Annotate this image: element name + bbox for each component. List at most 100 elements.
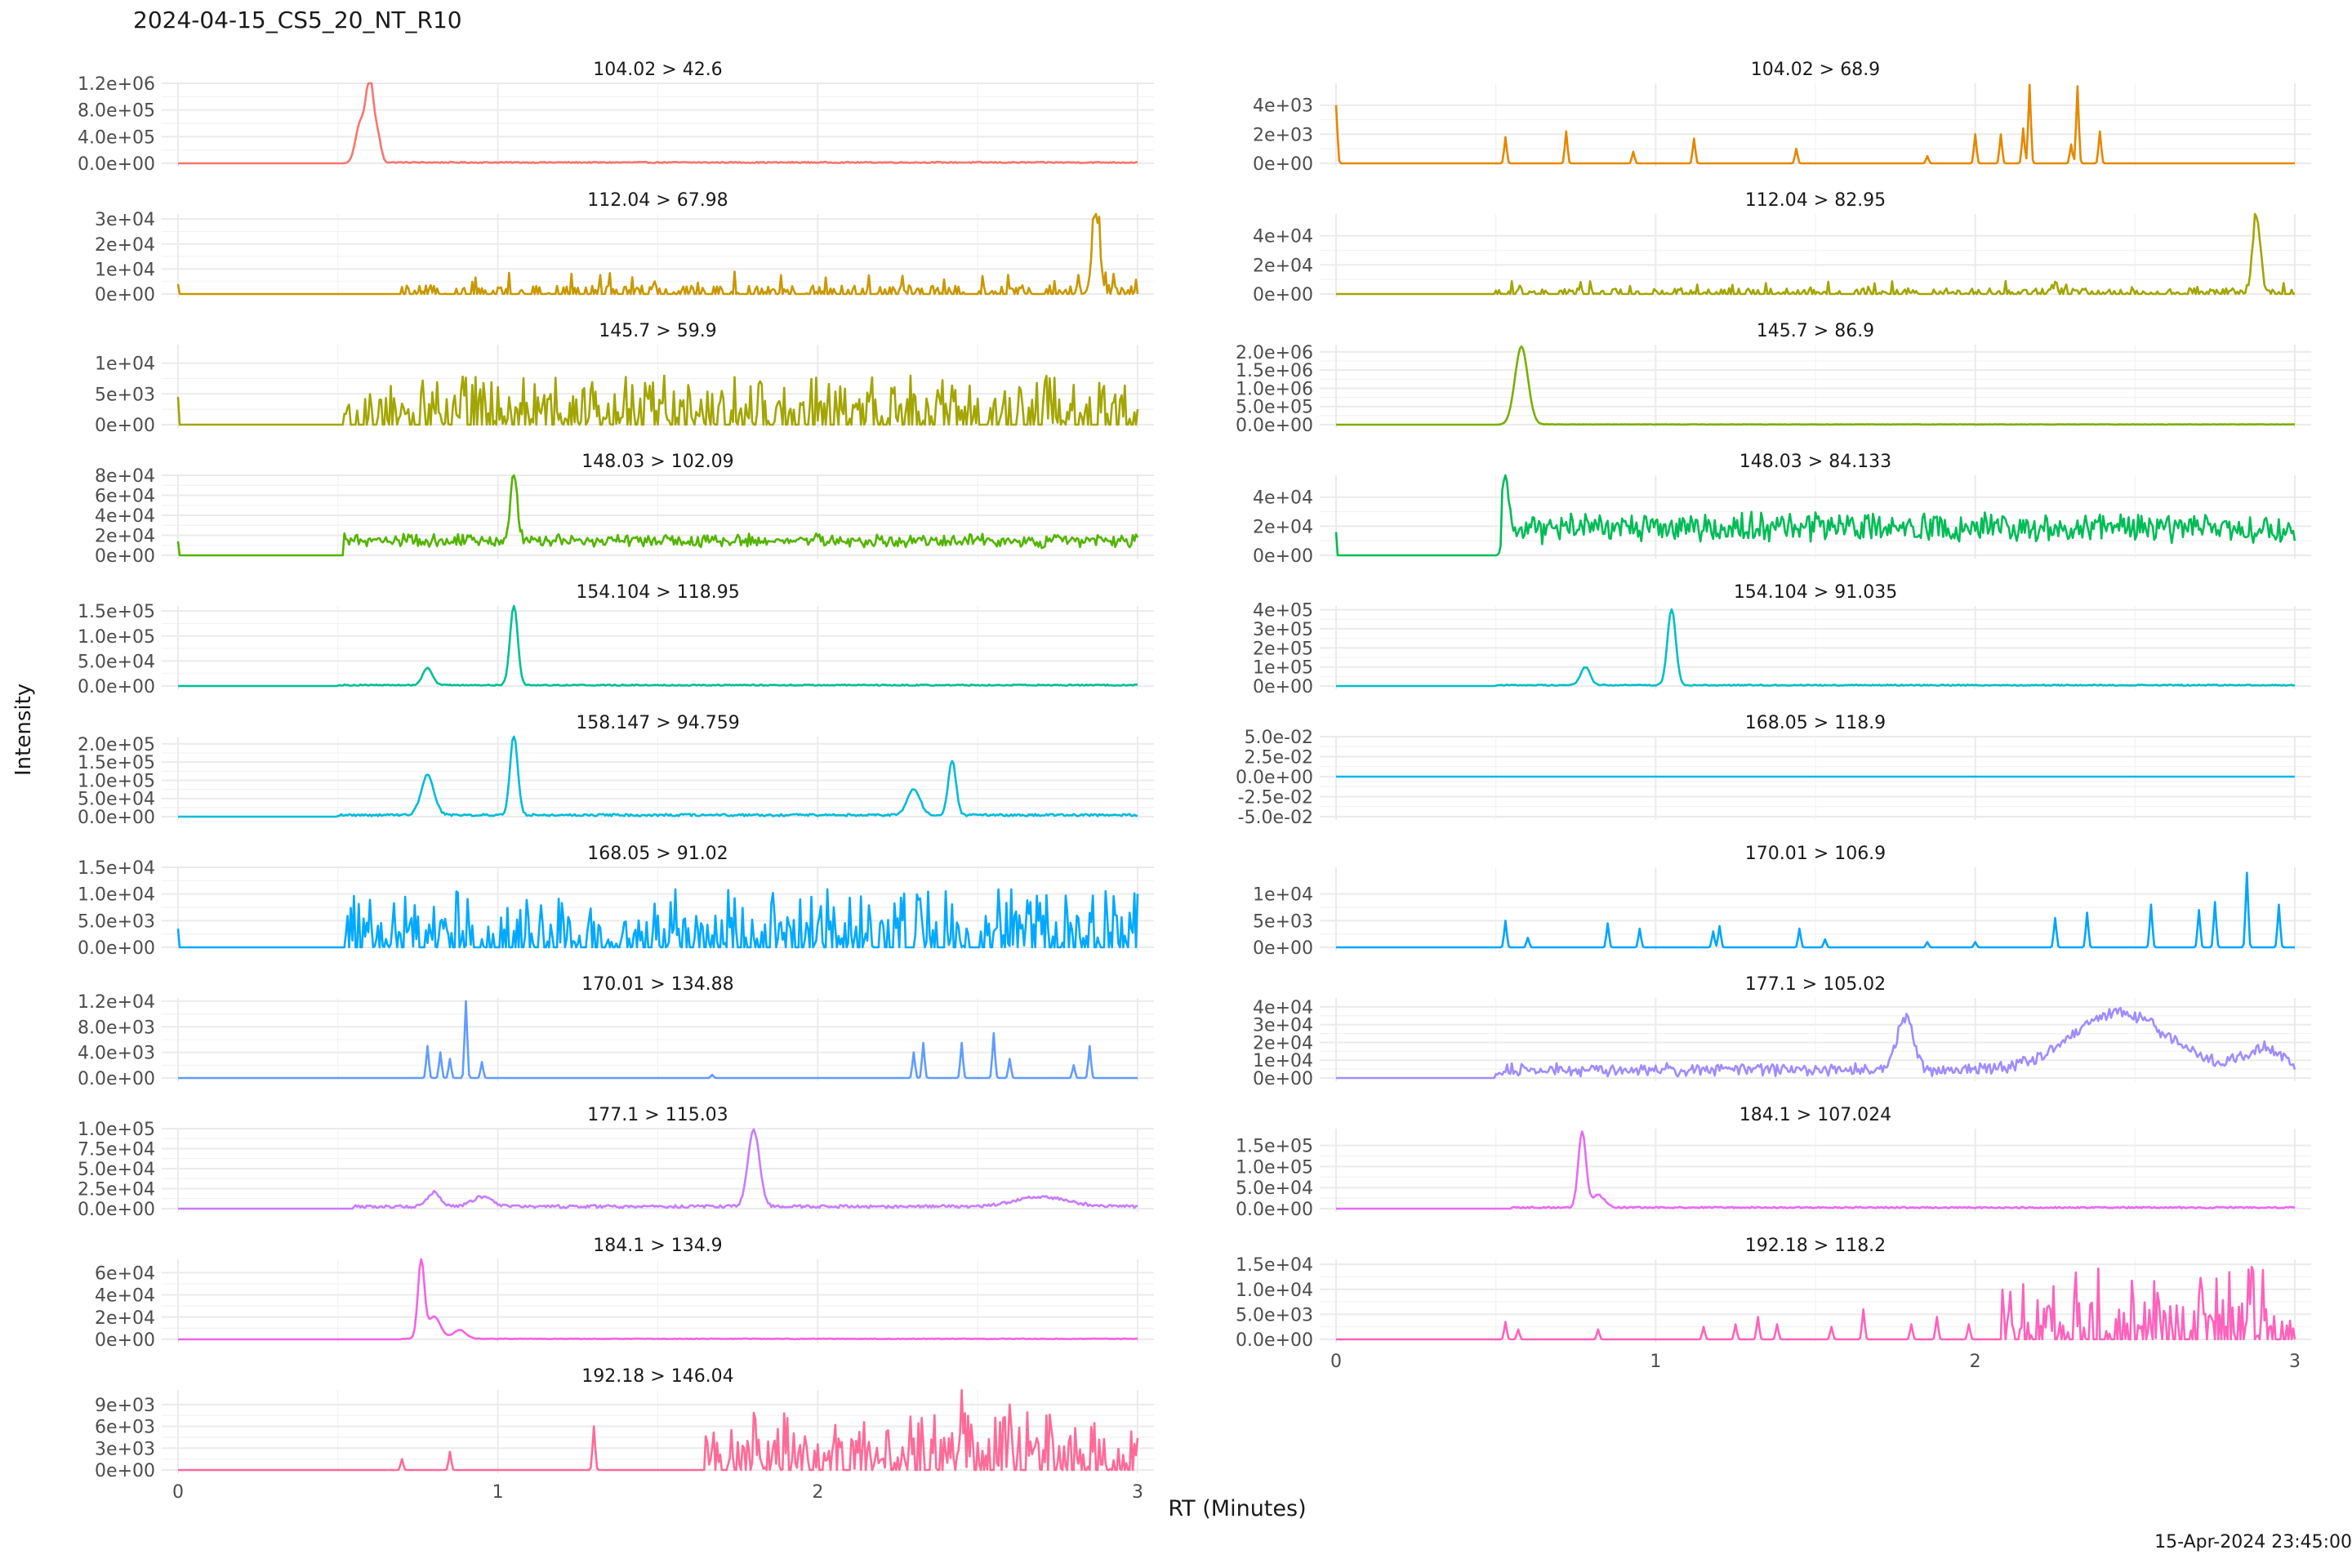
y-tick-label: 1.0e+04 (78, 885, 155, 906)
panel-title: 170.01 > 134.88 (581, 974, 733, 995)
y-tick-label: 2e+03 (1253, 125, 1313, 145)
y-tick-label: 6e+04 (95, 1263, 155, 1284)
y-tick-label: 0.0e+00 (78, 1069, 155, 1089)
panel: 170.01 > 134.88 0.0e+00 4.0e+03 8.0e+03 1.2e… (78, 974, 1154, 1089)
series-line (178, 1258, 1138, 1341)
y-tick-label: 1.0e+05 (1236, 1157, 1313, 1178)
y-tick-label: 1.0e+06 (1236, 379, 1313, 399)
y-tick-label: 0.0e+00 (1236, 1200, 1313, 1220)
panel: 145.7 > 86.9 0.0e+005.0e+051.0e+061.5e+06… (1236, 321, 2311, 436)
y-tick-label: 2.5e+04 (78, 1180, 155, 1200)
y-tick-label: 1e+04 (95, 354, 155, 375)
y-tick-label: 3e+03 (95, 1439, 155, 1459)
series-line (178, 735, 1138, 818)
y-tick-label: 2e+04 (1253, 1033, 1313, 1054)
panel: 148.03 > 84.133 0e+00 2e+04 4e+04 (1253, 452, 2311, 567)
y-tick-label: 1e+04 (95, 260, 155, 280)
series-line (1336, 871, 2295, 949)
y-tick-label: 0.0e+00 (78, 677, 155, 697)
y-tick-label: 1.0e+05 (78, 771, 155, 791)
panel: 154.104 > 91.035 0e+001e+052e+053e+054e+0… (1253, 582, 2311, 697)
panel-title: 170.01 > 106.9 (1745, 844, 1886, 864)
y-tick-label: 0e+00 (95, 1330, 155, 1351)
series-line (176, 374, 1139, 426)
panel: 104.02 > 68.9 0e+00 2e+03 4e+03 (1253, 60, 2311, 175)
y-tick-label: -2.5e-02 (1238, 788, 1313, 808)
y-tick-label: 2e+04 (1253, 517, 1313, 537)
panel-title: 148.03 > 102.09 (581, 452, 733, 472)
y-tick-label: 1e+04 (1253, 1051, 1313, 1071)
y-tick-label: 6e+04 (95, 487, 155, 507)
y-tick-label: 3e+05 (1253, 620, 1313, 640)
x-tick-label: 1 (1650, 1352, 1661, 1372)
page-title: 2024-04-15_CS5_20_NT_R10 (133, 7, 462, 33)
panel: 192.18 > 118.2 0.0e+00 5.0e+03 1.0e+04 1.5e+… (1236, 1236, 2311, 1351)
y-tick-label: 9e+03 (95, 1396, 155, 1416)
panel: 112.04 > 82.95 0e+00 2e+04 4e+04 (1253, 190, 2311, 305)
panel: 168.05 > 118.9 -5.0e-02-2.5e-020.0e+002.5… (1236, 713, 2311, 828)
y-tick-label: 5.0e+04 (78, 652, 155, 672)
y-tick-label: 0e+00 (1253, 154, 1313, 175)
panel: 104.02 > 42.6 0.0e+00 4.0e+05 8.0e+05 1.2e+0… (78, 60, 1154, 175)
y-tick-label: 2e+04 (95, 235, 155, 256)
y-tick-label: 0.0e+00 (78, 808, 155, 828)
y-tick-label: 5.0e-02 (1245, 728, 1313, 748)
y-tick-label: 2e+04 (95, 527, 155, 547)
panel-title: 168.05 > 118.9 (1745, 713, 1886, 733)
y-tick-label: 0.0e+00 (78, 938, 155, 959)
x-tick-label: 2 (812, 1482, 823, 1503)
panel-title: 148.03 > 84.133 (1740, 452, 1891, 472)
y-tick-label: 5e+03 (1253, 911, 1313, 932)
series-line (178, 604, 1138, 688)
y-tick-label: 3e+04 (1253, 1016, 1313, 1036)
y-tick-label: 0e+00 (95, 285, 155, 305)
series-line (178, 1000, 1138, 1080)
y-tick-label: -5.0e-02 (1238, 808, 1313, 828)
y-tick-label: 0.0e+00 (1236, 1330, 1313, 1351)
series-line (1334, 83, 2295, 165)
y-tick-label: 1.5e+05 (78, 753, 155, 773)
y-tick-label: 0e+00 (95, 1461, 155, 1481)
y-tick-label: 4e+04 (1253, 998, 1313, 1018)
panel-title: 184.1 > 107.024 (1740, 1105, 1891, 1125)
series-line (176, 212, 1139, 296)
y-tick-label: 4e+04 (1253, 227, 1313, 247)
y-tick-label: 5.0e+03 (1236, 1305, 1313, 1325)
panel-title: 104.02 > 42.6 (593, 60, 722, 80)
panel: 112.04 > 67.98 0e+00 1e+04 2e+04 3e+04 (95, 190, 1154, 305)
y-tick-label: 4e+04 (95, 1286, 155, 1307)
panel: 177.1 > 115.03 0.0e+002.5e+045.0e+047.5e+… (78, 1105, 1154, 1220)
y-tick-label: 3e+04 (95, 210, 155, 230)
y-tick-label: 7.5e+04 (78, 1140, 155, 1160)
x-tick-label: 1 (492, 1482, 504, 1503)
y-tick-label: 6e+03 (95, 1418, 155, 1438)
y-tick-label: 2e+04 (1253, 256, 1313, 276)
panel-title: 104.02 > 68.9 (1751, 60, 1880, 80)
y-tick-label: 2.5e-02 (1245, 748, 1313, 768)
panel-title: 112.04 > 82.95 (1745, 190, 1886, 211)
y-tick-label: 0e+00 (1253, 546, 1313, 567)
panel: 170.01 > 106.9 0e+00 5e+03 1e+04 (1253, 844, 2311, 959)
y-tick-label: 4e+04 (1253, 488, 1313, 509)
timestamp: 15-Apr-2024 23:45:00 (2154, 1532, 2352, 1552)
y-tick-label: 1.5e+04 (1236, 1255, 1313, 1276)
y-tick-label: 1e+05 (1253, 658, 1313, 679)
panel: 158.147 > 94.759 0.0e+005.0e+041.0e+051.5… (78, 713, 1154, 828)
panel-title: 145.7 > 86.9 (1757, 321, 1874, 341)
y-tick-label: 0e+00 (1253, 938, 1313, 959)
y-tick-label: 0.0e+00 (78, 1200, 155, 1220)
panel-title: 154.104 > 118.95 (576, 582, 739, 603)
y-tick-label: 8.0e+05 (78, 101, 155, 122)
series-line (1336, 608, 2296, 688)
y-tick-label: 5e+03 (95, 385, 155, 405)
y-tick-label: 1e+04 (1253, 885, 1313, 906)
x-tick-label: 3 (2289, 1352, 2301, 1372)
y-tick-label: 0.0e+00 (1236, 768, 1313, 788)
series-line (1336, 345, 2296, 426)
panel-title: 154.104 > 91.035 (1734, 582, 1897, 603)
